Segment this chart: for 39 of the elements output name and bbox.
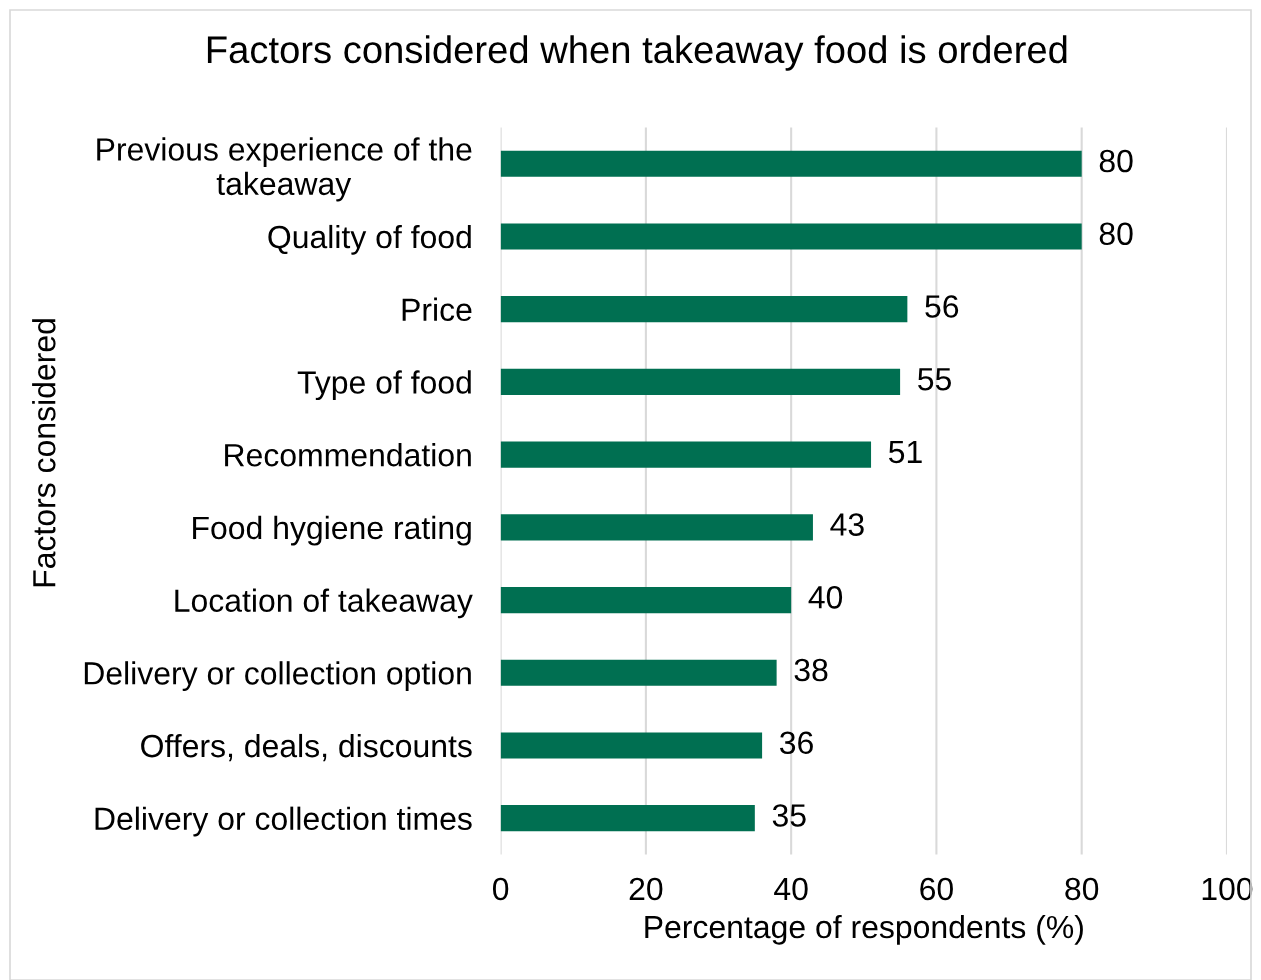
y-tick-label: Type of food [297,370,471,401]
data-label: 38 [794,658,828,682]
bar [500,805,755,832]
x-tick-label: 20 [629,877,663,901]
bar [500,732,763,759]
y-axis-title: Factors considered [32,319,56,587]
x-tick-label: 80 [1065,877,1099,901]
x-tick-label: 0 [492,877,509,901]
bar [500,586,792,614]
data-label: 35 [772,804,806,827]
data-label: 43 [830,513,864,536]
bar [500,223,1082,250]
data-label: 80 [1099,222,1133,246]
data-label: 80 [1099,149,1133,173]
data-label: 40 [808,586,843,609]
bar [500,659,777,686]
x-tick-label: 60 [920,877,953,901]
y-tick-label: Previous experience of the takeaway [97,137,472,202]
bar [500,441,872,468]
data-label: 36 [779,731,813,755]
x-axis-title: Percentage of respondents (%) [645,914,1083,945]
data-label: 51 [888,440,922,464]
data-label: 55 [918,368,951,391]
y-tick-label: Delivery or collection times [95,806,472,837]
chart-title: Factors considered when takeaway food is ordered [207,35,1067,71]
y-tick-label: Quality of food [268,224,471,255]
bar [500,150,1082,177]
y-tick-label: Price [402,297,472,322]
y-tick-label: Recommendation [225,443,471,467]
y-tick-label: Location of takeaway [175,588,473,619]
bar [500,368,901,395]
y-tick-label: Delivery or collection option [84,661,471,691]
y-tick-label: Offers, deals, discounts [141,733,472,762]
y-tick-label: Food hygiene rating [193,515,471,546]
bar [500,514,813,541]
bar [500,296,908,323]
x-tick-label: 100 [1202,877,1253,901]
x-tick-label: 40 [774,877,808,901]
data-label: 56 [925,295,959,318]
